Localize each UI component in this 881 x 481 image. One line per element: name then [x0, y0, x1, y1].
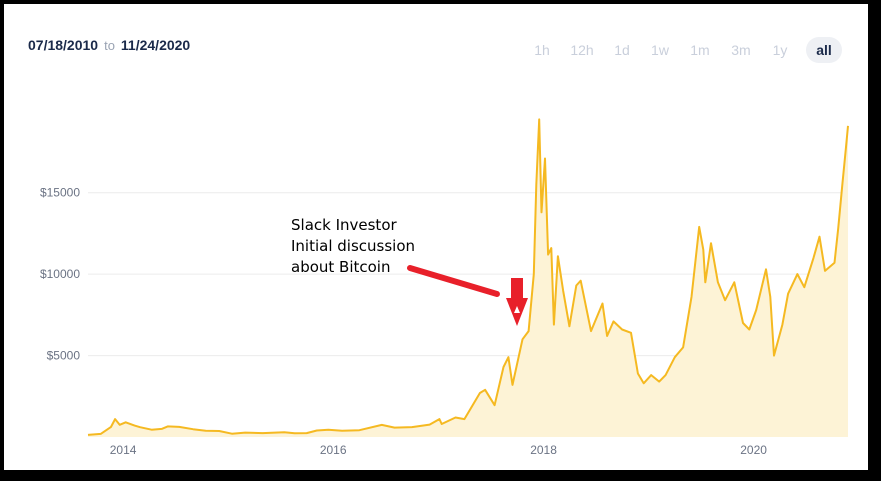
annotation-arrow-shaft	[511, 278, 523, 300]
tab-1y[interactable]: 1y	[772, 42, 788, 58]
price-area-fill	[88, 119, 848, 438]
tab-1w[interactable]: 1w	[651, 42, 669, 58]
date-range: 07/18/2010 to 11/24/2020	[28, 37, 190, 53]
x-tick-label: 2014	[110, 443, 137, 457]
annotation-text: Slack Investor Initial discussion about …	[291, 215, 415, 278]
annotation-line-3: about Bitcoin	[291, 258, 391, 276]
tab-all[interactable]: all	[806, 37, 842, 63]
y-tick-label: $5000	[47, 349, 81, 363]
tab-1h[interactable]: 1h	[534, 42, 550, 58]
annotation-arrows	[407, 265, 528, 326]
date-from: 07/18/2010	[28, 37, 99, 53]
tab-1d[interactable]: 1d	[614, 42, 630, 58]
tab-1m[interactable]: 1m	[690, 42, 710, 58]
timeframe-tabs: 1h 12h 1d 1w 1m 3m 1y all	[520, 37, 860, 65]
price-line	[87, 118, 849, 436]
y-tick-label: $15000	[40, 186, 80, 200]
tab-3m[interactable]: 3m	[731, 42, 751, 58]
x-tick-label: 2016	[320, 443, 347, 457]
tab-12h[interactable]: 12h	[570, 42, 594, 58]
annotation-line-1: Slack Investor	[291, 216, 397, 234]
annotation-arrow-glint	[514, 306, 520, 313]
annotation-line-2: Initial discussion	[291, 237, 416, 255]
date-range-separator: to	[104, 38, 115, 53]
y-tick-label: $10000	[40, 267, 80, 281]
annotation-pointer-line	[407, 265, 500, 297]
date-to: 11/24/2020	[120, 37, 191, 53]
x-tick-label: 2018	[530, 443, 557, 457]
x-tick-label: 2020	[740, 443, 767, 457]
